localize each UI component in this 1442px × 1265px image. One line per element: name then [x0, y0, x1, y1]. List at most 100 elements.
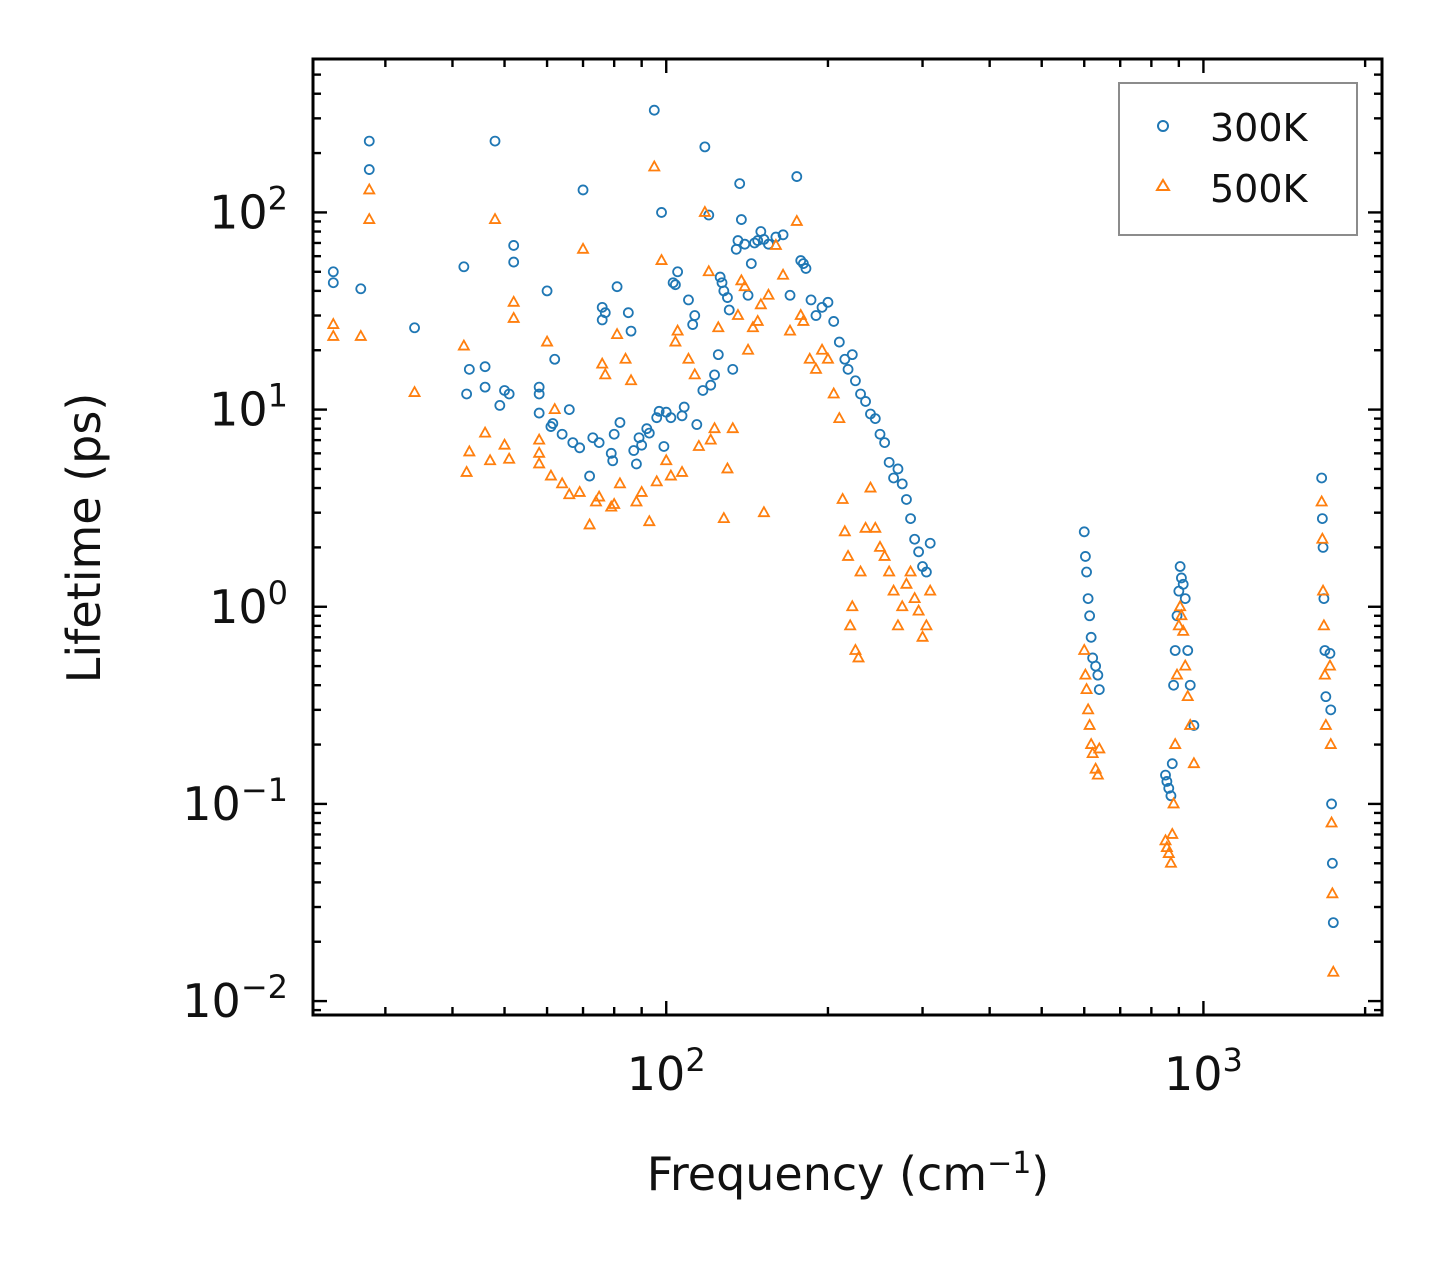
- legend: 300K 500K: [1118, 82, 1358, 236]
- data-point-500K: [607, 497, 621, 509]
- data-point-300K: [705, 379, 717, 391]
- data-point-300K: [611, 281, 623, 293]
- data-point-500K: [326, 317, 340, 329]
- data-point-300K: [607, 455, 619, 467]
- data-point-300K: [577, 184, 589, 196]
- data-point-300K: [805, 294, 817, 306]
- data-point-300K: [658, 441, 670, 452]
- data-point-300K: [614, 417, 626, 428]
- data-point-300K: [722, 292, 733, 303]
- data-point-300K: [691, 419, 703, 430]
- x-tick-label: 103: [1164, 1041, 1243, 1101]
- data-point-500K: [859, 520, 873, 533]
- data-point-300K: [697, 385, 709, 396]
- data-point-300K: [1161, 776, 1173, 787]
- data-point-300K: [363, 164, 375, 175]
- y-tick-label: 10−1: [182, 771, 288, 831]
- data-point-500K: [624, 373, 638, 386]
- data-point-500K: [738, 279, 752, 292]
- data-point-300K: [920, 566, 932, 578]
- data-point-300K: [651, 412, 663, 424]
- data-point-500K: [576, 241, 590, 254]
- data-point-500K: [1083, 718, 1097, 730]
- data-point-500K: [642, 514, 656, 527]
- data-point-300K: [1182, 645, 1194, 656]
- data-point-500K: [796, 314, 810, 326]
- data-point-300K: [795, 255, 807, 266]
- data-point-500K: [863, 480, 878, 493]
- data-point-300K: [842, 363, 854, 375]
- data-point-500K: [668, 334, 682, 347]
- data-point-300K: [508, 256, 520, 268]
- data-point-500K: [555, 476, 569, 489]
- x-axis-label: Frequency (cm−1): [647, 1146, 1050, 1202]
- data-point-500K: [595, 356, 609, 369]
- data-point-500K: [635, 485, 649, 497]
- data-point-300K: [458, 261, 470, 273]
- data-point-500K: [836, 492, 850, 504]
- data-point-500K: [827, 386, 841, 399]
- data-point-300K: [363, 135, 375, 147]
- data-point-300K: [631, 458, 642, 470]
- data-point-500K: [354, 329, 368, 341]
- data-point-300K: [913, 546, 925, 558]
- y-tick-label-base: 10: [209, 383, 268, 437]
- data-point-500K: [873, 540, 887, 552]
- data-point-500K: [734, 273, 748, 286]
- data-point-500K: [1081, 702, 1095, 715]
- data-point-500K: [502, 451, 516, 464]
- data-point-500K: [688, 367, 702, 380]
- data-point-300K: [752, 235, 764, 246]
- data-point-500K: [488, 212, 502, 224]
- data-point-500K: [507, 311, 521, 323]
- data-point-500K: [629, 494, 643, 507]
- data-point-500K: [540, 334, 554, 347]
- legend-marker-300K: [1157, 120, 1169, 132]
- data-point-500K: [1187, 756, 1201, 769]
- data-point-500K: [741, 342, 755, 355]
- data-point-500K: [821, 351, 835, 364]
- y-tick-label: 10−2: [182, 968, 288, 1028]
- data-point-300K: [1092, 669, 1104, 681]
- data-point-500K: [761, 287, 776, 300]
- data-point-500K: [650, 474, 664, 487]
- data-point-300K: [625, 325, 637, 337]
- data-point-300K: [648, 104, 660, 116]
- data-point-500K: [1178, 658, 1192, 671]
- data-point-500K: [832, 411, 846, 424]
- data-point-500K: [1078, 667, 1092, 680]
- data-point-300K: [683, 294, 694, 306]
- data-point-300K: [1080, 551, 1091, 562]
- data-point-300K: [678, 401, 690, 413]
- data-point-500K: [478, 425, 492, 438]
- data-point-500K: [532, 432, 546, 445]
- data-point-300K: [735, 214, 747, 225]
- data-point-500K: [868, 520, 882, 533]
- data-point-300K: [1166, 758, 1178, 770]
- data-point-300K: [463, 363, 475, 375]
- data-point-300K: [896, 478, 908, 490]
- y-tick-label-exponent: −1: [241, 771, 288, 809]
- data-point-300K: [547, 418, 559, 429]
- data-point-300K: [1320, 691, 1332, 703]
- data-point-500K: [717, 511, 731, 523]
- legend-label-300K: 300K: [1210, 106, 1309, 150]
- data-point-300K: [628, 445, 640, 456]
- data-point-300K: [479, 361, 491, 373]
- x-axis-label-suffix: ): [1031, 1147, 1049, 1201]
- y-tick-label-exponent: 1: [268, 377, 288, 415]
- data-point-500K: [1164, 855, 1178, 868]
- data-point-300K: [596, 301, 608, 313]
- data-point-300K: [533, 388, 545, 400]
- data-point-300K: [699, 141, 711, 153]
- data-point-500K: [654, 253, 669, 265]
- data-point-500K: [562, 487, 576, 500]
- x-tick-label: 102: [627, 1041, 706, 1101]
- data-point-300K: [653, 405, 665, 417]
- y-tick-label: 101: [209, 377, 288, 437]
- data-point-300K: [622, 307, 634, 319]
- data-point-500K: [462, 444, 476, 457]
- data-point-300K: [810, 310, 822, 321]
- data-point-300K: [656, 207, 667, 218]
- data-point-500K: [604, 499, 618, 512]
